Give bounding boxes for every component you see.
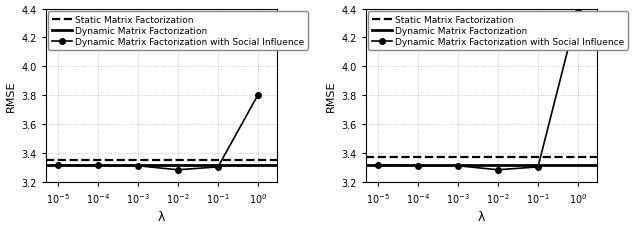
- Dynamic Matrix Factorization with Social Influence: [134, 165, 141, 167]
- Dynamic Matrix Factorization with Social Influence: [414, 165, 422, 167]
- Dynamic Matrix Factorization with Social Influence: [174, 169, 182, 171]
- X-axis label: λ: λ: [157, 210, 165, 224]
- Line: Dynamic Matrix Factorization with Social Influence: Dynamic Matrix Factorization with Social…: [55, 93, 261, 173]
- Static Matrix Factorization: [254, 158, 262, 161]
- Dynamic Matrix Factorization with Social Influence: [54, 164, 61, 167]
- Y-axis label: RMSE: RMSE: [326, 80, 335, 112]
- Line: Dynamic Matrix Factorization with Social Influence: Dynamic Matrix Factorization with Social…: [375, 8, 581, 173]
- Dynamic Matrix Factorization with Social Influence: [534, 166, 542, 169]
- Dynamic Matrix Factorization with Social Influence: [374, 164, 381, 167]
- Dynamic Matrix Factorization with Social Influence: [254, 94, 262, 97]
- Dynamic Matrix Factorization: [254, 164, 262, 166]
- Dynamic Matrix Factorization with Social Influence: [494, 169, 502, 171]
- Dynamic Matrix Factorization with Social Influence: [214, 166, 222, 169]
- X-axis label: λ: λ: [477, 210, 485, 224]
- Dynamic Matrix Factorization with Social Influence: [454, 165, 461, 167]
- Legend: Static Matrix Factorization, Dynamic Matrix Factorization, Dynamic Matrix Factor: Static Matrix Factorization, Dynamic Mat…: [48, 12, 308, 51]
- Dynamic Matrix Factorization with Social Influence: [94, 164, 102, 167]
- Legend: Static Matrix Factorization, Dynamic Matrix Factorization, Dynamic Matrix Factor: Static Matrix Factorization, Dynamic Mat…: [368, 12, 628, 51]
- Dynamic Matrix Factorization with Social Influence: [574, 9, 582, 12]
- Y-axis label: RMSE: RMSE: [6, 80, 15, 112]
- Static Matrix Factorization: [574, 156, 582, 159]
- Dynamic Matrix Factorization: [574, 164, 582, 166]
